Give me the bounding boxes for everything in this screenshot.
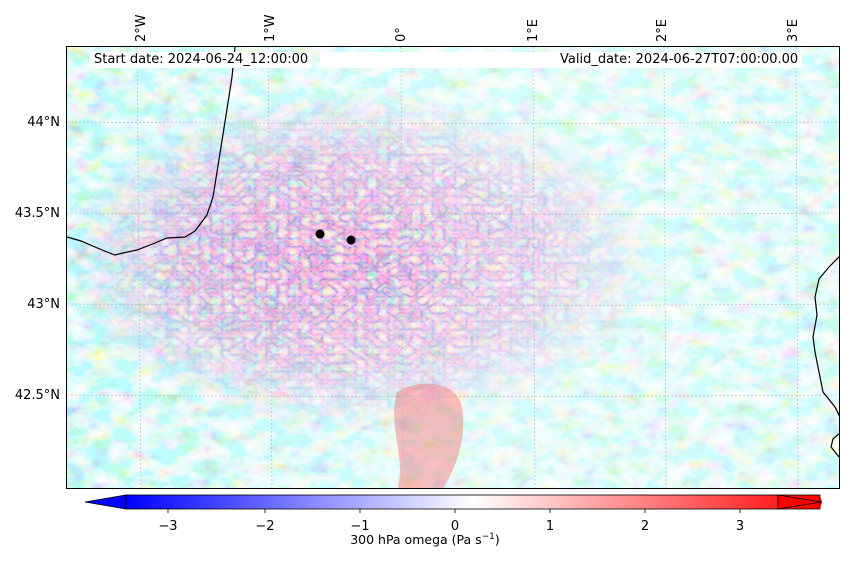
colorbar-gradient xyxy=(125,494,821,510)
colorbar-label-text: 300 hPa omega (Pa s xyxy=(350,532,482,548)
cb-label-2: 2 xyxy=(640,519,650,534)
valid-date-text: Valid_date: 2024-06-27T07:00:00.00 xyxy=(556,52,803,68)
meridian-2w xyxy=(136,47,142,488)
lat-label-43n: 43°N xyxy=(27,297,60,312)
lon-label-0: 0° xyxy=(394,27,409,42)
omega-field xyxy=(67,47,839,488)
colorbar-label-sup: −1 xyxy=(481,532,495,542)
parallel-42-5n xyxy=(67,394,839,397)
parallel-43n xyxy=(67,303,839,306)
coastline-gulf-of-lion xyxy=(812,256,839,417)
parallel-43-5n xyxy=(67,212,839,215)
colorbar-label: 300 hPa omega (Pa s−1) xyxy=(0,532,850,547)
colorbar-ticks xyxy=(167,509,741,513)
header-band xyxy=(320,52,556,68)
graticule xyxy=(67,47,839,488)
cb-label-1: 1 xyxy=(545,519,555,534)
cb-label-m2: −2 xyxy=(255,519,275,534)
meridian-0 xyxy=(400,47,404,488)
lon-label-3e: 3°E xyxy=(786,19,801,42)
lon-label-2e: 2°E xyxy=(655,19,670,42)
southern-plume xyxy=(394,383,464,488)
cb-label-m3: −3 xyxy=(158,519,178,534)
lat-label-43-5n: 43.5°N xyxy=(14,206,60,221)
cb-label-0: 0 xyxy=(450,519,460,534)
colorbar-low-extend xyxy=(84,494,127,510)
lon-label-1w: 1°W xyxy=(263,14,278,42)
omega-wash xyxy=(67,47,839,488)
meridian-2e xyxy=(663,47,667,488)
coastline-bay-of-biscay xyxy=(67,47,236,256)
lon-label-1e: 1°E xyxy=(526,19,541,42)
colorbar-high-extend-arrow xyxy=(777,494,823,510)
meridian-1w xyxy=(267,47,273,488)
coastline-cape xyxy=(830,432,839,458)
cb-label-3: 3 xyxy=(735,519,745,534)
map-panel xyxy=(66,46,840,489)
meridian-3e xyxy=(795,47,799,488)
lat-label-42-5n: 42.5°N xyxy=(14,388,60,403)
parallel-44n xyxy=(67,121,839,124)
colorbar-label-close: ) xyxy=(494,532,500,548)
colorbar xyxy=(84,494,823,513)
lat-label-44n: 44°N xyxy=(27,115,60,130)
start-date-text: Start date: 2024-06-24_12:00:00 xyxy=(90,52,313,68)
lon-label-2w: 2°W xyxy=(134,14,149,42)
marker-point-a xyxy=(315,229,325,239)
cb-label-m1: −1 xyxy=(350,519,370,534)
marker-point-b xyxy=(346,235,356,245)
meridian-1e xyxy=(532,47,536,488)
